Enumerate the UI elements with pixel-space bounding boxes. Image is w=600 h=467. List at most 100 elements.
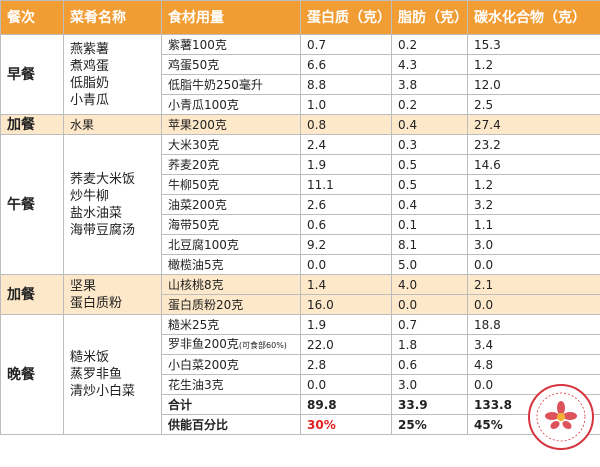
table-row: 罗非鱼200克(可食部60%) 22.0 1.8 3.4 bbox=[1, 334, 600, 355]
fat-cell: 3.0 bbox=[391, 374, 468, 395]
fat-cell: 0.3 bbox=[391, 134, 468, 155]
dish-name: 荞麦大米饭 bbox=[70, 171, 136, 187]
fat-cell: 0.4 bbox=[391, 194, 468, 215]
protein-cell: 1.9 bbox=[300, 154, 392, 175]
meal-nutrition-table: 餐次 菜肴名称 食材用量 蛋白质（克） 脂肪（克） 碳水化合物（克） 早餐 燕紫… bbox=[0, 0, 600, 435]
header-fat: 脂肪（克） bbox=[391, 0, 468, 35]
total-protein: 89.8 bbox=[300, 394, 392, 415]
ingredient-cell: 小青瓜100克 bbox=[161, 94, 301, 115]
ingredient-cell: 大米30克 bbox=[161, 134, 301, 155]
carb-cell: 12.0 bbox=[467, 74, 600, 95]
protein-cell: 22.0 bbox=[300, 334, 392, 355]
table-row: 海带50克 0.6 0.1 1.1 bbox=[1, 214, 600, 235]
fat-cell: 4.3 bbox=[391, 54, 468, 75]
header-row: 餐次 菜肴名称 食材用量 蛋白质（克） 脂肪（克） 碳水化合物（克） bbox=[0, 0, 600, 35]
dish-name: 盐水油菜 bbox=[70, 205, 123, 221]
dish-list-lunch: 荞麦大米饭 炒牛柳 盐水油菜 海带豆腐汤 bbox=[63, 134, 162, 275]
ingredient-cell: 油菜200克 bbox=[161, 194, 301, 215]
fat-cell: 4.0 bbox=[391, 274, 468, 295]
protein-cell: 1.0 bbox=[300, 94, 392, 115]
fat-cell: 0.6 bbox=[391, 354, 468, 375]
protein-cell: 11.1 bbox=[300, 174, 392, 195]
table-row: 荞麦20克 1.9 0.5 14.6 bbox=[1, 154, 600, 175]
carb-cell: 1.1 bbox=[467, 214, 600, 235]
table-row: 晚餐 糙米饭 蒸罗非鱼 清炒小白菜 糙米25克 1.9 0.7 18.8 bbox=[0, 314, 600, 435]
fat-cell: 0.4 bbox=[391, 114, 468, 135]
table-row: 橄榄油5克 0.0 5.0 0.0 bbox=[1, 254, 600, 275]
dish-name: 煮鸡蛋 bbox=[70, 58, 110, 74]
dish-name: 蒸罗非鱼 bbox=[70, 367, 123, 382]
fat-cell: 0.2 bbox=[391, 34, 468, 55]
carb-cell: 27.4 bbox=[467, 114, 600, 135]
dish-list-dinner: 糙米饭 蒸罗非鱼 清炒小白菜 bbox=[63, 314, 162, 435]
ingredient-cell: 苹果200克 bbox=[161, 114, 301, 135]
dish-name: 炒牛柳 bbox=[70, 188, 110, 204]
dish-name: 糙米饭 bbox=[70, 350, 110, 365]
fat-cell: 0.5 bbox=[391, 154, 468, 175]
ingredient-cell: 荞麦20克 bbox=[161, 154, 301, 175]
dish-list-breakfast: 燕紫薯 煮鸡蛋 低脂奶 小青瓜 bbox=[63, 34, 162, 115]
table-row: 蛋白质粉20克 16.0 0.0 0.0 bbox=[1, 294, 600, 315]
ingredient-text: 罗非鱼200克 bbox=[168, 336, 239, 351]
carb-cell: 2.5 bbox=[467, 94, 600, 115]
dish-name: 坚果 bbox=[70, 278, 97, 294]
fat-cell: 0.1 bbox=[391, 214, 468, 235]
header-protein: 蛋白质（克） bbox=[300, 0, 392, 35]
table-row: 加餐 水果 苹果200克 0.8 0.4 27.4 bbox=[0, 114, 600, 135]
meal-lunch: 午餐 bbox=[0, 134, 64, 275]
table-row: 早餐 燕紫薯 煮鸡蛋 低脂奶 小青瓜 紫薯100克 0.7 0.2 15.3 bbox=[0, 34, 600, 115]
dish-list-snack: 坚果 蛋白质粉 bbox=[63, 274, 162, 315]
fat-cell: 0.5 bbox=[391, 174, 468, 195]
header-carb: 碳水化合物（克） bbox=[467, 0, 600, 35]
header-meal: 餐次 bbox=[0, 0, 64, 35]
ingredient-cell: 紫薯100克 bbox=[161, 34, 301, 55]
dish-name: 低脂奶 bbox=[70, 75, 110, 91]
carb-cell: 3.4 bbox=[467, 334, 600, 355]
ingredient-cell: 罗非鱼200克(可食部60%) bbox=[161, 334, 301, 355]
fat-cell: 5.0 bbox=[391, 254, 468, 275]
protein-cell: 2.6 bbox=[300, 194, 392, 215]
hospital-seal-icon bbox=[528, 384, 594, 450]
carb-cell: 4.8 bbox=[467, 354, 600, 375]
protein-cell: 0.0 bbox=[300, 254, 392, 275]
carb-cell: 18.8 bbox=[467, 314, 600, 335]
fat-cell: 3.8 bbox=[391, 74, 468, 95]
carb-cell: 3.2 bbox=[467, 194, 600, 215]
ratio-label: 供能百分比 bbox=[161, 414, 301, 435]
table-row: 午餐 荞麦大米饭 炒牛柳 盐水油菜 海带豆腐汤 大米30克 2.4 0.3 23… bbox=[0, 134, 600, 275]
protein-cell: 0.0 bbox=[300, 374, 392, 395]
fat-cell: 1.8 bbox=[391, 334, 468, 355]
carb-cell: 0.0 bbox=[467, 294, 600, 315]
ingredient-cell: 花生油3克 bbox=[161, 374, 301, 395]
protein-cell: 8.8 bbox=[300, 74, 392, 95]
ingredient-cell: 低脂牛奶250毫升 bbox=[161, 74, 301, 95]
protein-cell: 0.6 bbox=[300, 214, 392, 235]
protein-cell: 6.6 bbox=[300, 54, 392, 75]
meal-breakfast: 早餐 bbox=[0, 34, 64, 115]
protein-cell: 16.0 bbox=[300, 294, 392, 315]
protein-cell: 0.8 bbox=[300, 114, 392, 135]
ingredient-cell: 山核桃8克 bbox=[161, 274, 301, 295]
carb-cell: 1.2 bbox=[467, 174, 600, 195]
fat-cell: 0.2 bbox=[391, 94, 468, 115]
ingredient-cell: 蛋白质粉20克 bbox=[161, 294, 301, 315]
dish-name: 海带豆腐汤 bbox=[70, 222, 136, 238]
protein-cell: 2.8 bbox=[300, 354, 392, 375]
ratio-protein: 30% bbox=[300, 414, 392, 435]
ingredient-cell: 海带50克 bbox=[161, 214, 301, 235]
ingredient-note: (可食部60%) bbox=[238, 340, 287, 350]
protein-cell: 1.4 bbox=[300, 274, 392, 295]
protein-cell: 1.9 bbox=[300, 314, 392, 335]
ratio-row: 供能百分比 30% 25% 45% bbox=[1, 414, 600, 435]
table-row: 小青瓜100克 1.0 0.2 2.5 bbox=[1, 94, 600, 115]
ingredient-cell: 鸡蛋50克 bbox=[161, 54, 301, 75]
dish-name: 燕紫薯 bbox=[70, 41, 110, 57]
total-label: 合计 bbox=[161, 394, 301, 415]
carb-cell: 2.1 bbox=[467, 274, 600, 295]
protein-cell: 0.7 bbox=[300, 34, 392, 55]
dish-name: 蛋白质粉 bbox=[70, 295, 123, 311]
carb-cell: 0.0 bbox=[467, 254, 600, 275]
ingredient-cell: 牛柳50克 bbox=[161, 174, 301, 195]
ingredient-cell: 北豆腐100克 bbox=[161, 234, 301, 255]
meal-snack-morning: 加餐 bbox=[0, 114, 64, 135]
